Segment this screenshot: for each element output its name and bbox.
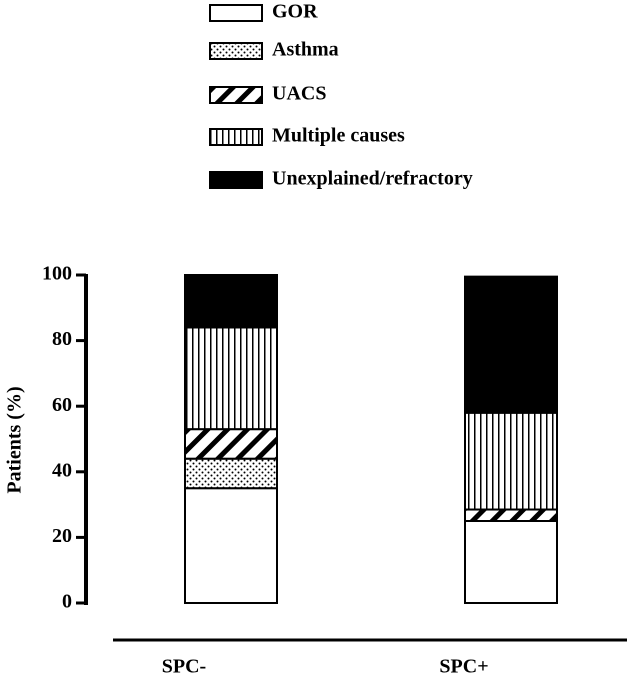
bar-segment [184, 428, 278, 460]
legend-label: Asthma [272, 39, 339, 61]
bar-segment [464, 520, 558, 604]
legend-label: UACS [272, 83, 326, 105]
y-tick-label: 20 [52, 525, 72, 547]
legend-label: Multiple causes [272, 125, 405, 147]
y-tick-label: 0 [62, 591, 72, 613]
bar-segment [464, 411, 558, 511]
bar-segment [184, 457, 278, 490]
legend-swatch [209, 128, 263, 146]
x-tick-label: SPC- [162, 656, 206, 678]
bar-segment [184, 326, 278, 431]
y-tick-label: 40 [52, 459, 72, 481]
y-tick-label: 80 [52, 328, 72, 350]
bar-segment [464, 508, 558, 522]
bar-segment [184, 274, 278, 329]
legend-swatch [209, 171, 263, 189]
legend-swatch [209, 86, 263, 104]
bar-segment [184, 487, 278, 605]
legend-label: Unexplained/refractory [272, 168, 473, 190]
bar-segment [464, 275, 558, 414]
y-tick-label: 100 [42, 263, 72, 285]
legend-swatch [209, 4, 263, 22]
x-tick-label: SPC+ [439, 656, 488, 678]
legend-label: GOR [272, 1, 318, 23]
y-axis-label: Patients (%) [4, 386, 26, 493]
y-tick-label: 60 [52, 394, 72, 416]
legend-swatch [209, 42, 263, 60]
